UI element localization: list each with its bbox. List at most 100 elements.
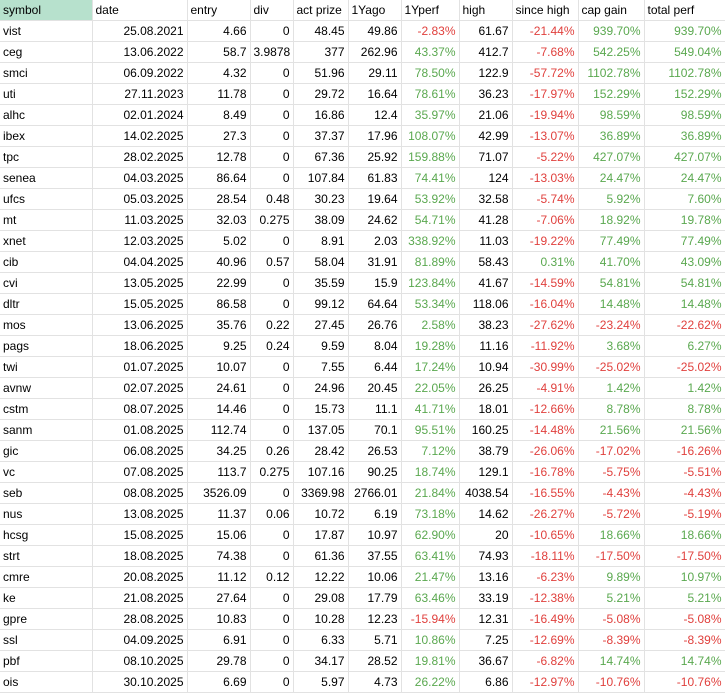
cell-1yperf[interactable]: 17.24% xyxy=(401,356,460,378)
cell-cap-gain[interactable]: 9.89% xyxy=(578,566,645,588)
cell-entry[interactable]: 8.49 xyxy=(187,104,251,126)
cell-1yago[interactable]: 31.91 xyxy=(348,251,402,273)
cell-high[interactable]: 36.23 xyxy=(459,83,513,105)
cell-1yago[interactable]: 10.97 xyxy=(348,524,402,546)
column-header-act-prize[interactable]: act prize xyxy=(293,0,349,21)
cell-total-perf[interactable]: -25.02% xyxy=(644,356,725,378)
cell-1yperf[interactable]: 78.61% xyxy=(401,83,460,105)
cell-1yago[interactable]: 10.06 xyxy=(348,566,402,588)
cell-div[interactable]: 0 xyxy=(250,398,294,420)
cell-1yperf[interactable]: -15.94% xyxy=(401,608,460,630)
cell-1yago[interactable]: 37.55 xyxy=(348,545,402,567)
cell-entry[interactable]: 11.12 xyxy=(187,566,251,588)
cell-symbol[interactable]: gpre xyxy=(0,608,93,630)
cell-date[interactable]: 06.08.2025 xyxy=(92,440,188,462)
column-header-total-perf[interactable]: total perf xyxy=(644,0,725,21)
cell-date[interactable]: 13.06.2022 xyxy=(92,41,188,63)
cell-cap-gain[interactable]: 5.21% xyxy=(578,587,645,609)
cell-since-high[interactable]: -12.66% xyxy=(512,398,579,420)
cell-entry[interactable]: 10.07 xyxy=(187,356,251,378)
cell-div[interactable]: 0 xyxy=(250,83,294,105)
cell-cap-gain[interactable]: 542.25% xyxy=(578,41,645,63)
cell-entry[interactable]: 86.58 xyxy=(187,293,251,315)
cell-1yago[interactable]: 8.04 xyxy=(348,335,402,357)
cell-symbol[interactable]: pags xyxy=(0,335,93,357)
cell-symbol[interactable]: strt xyxy=(0,545,93,567)
column-header-high[interactable]: high xyxy=(459,0,513,21)
cell-symbol[interactable]: dltr xyxy=(0,293,93,315)
cell-symbol[interactable]: twi xyxy=(0,356,93,378)
cell-1yperf[interactable]: 62.90% xyxy=(401,524,460,546)
cell-act-prize[interactable]: 61.36 xyxy=(293,545,349,567)
cell-1yperf[interactable]: -2.83% xyxy=(401,20,460,42)
cell-since-high[interactable]: -21.44% xyxy=(512,20,579,42)
cell-high[interactable]: 38.79 xyxy=(459,440,513,462)
cell-1yago[interactable]: 20.45 xyxy=(348,377,402,399)
cell-div[interactable]: 0 xyxy=(250,293,294,315)
cell-symbol[interactable]: nus xyxy=(0,503,93,525)
cell-total-perf[interactable]: 7.60% xyxy=(644,188,725,210)
cell-symbol[interactable]: cib xyxy=(0,251,93,273)
cell-symbol[interactable]: smci xyxy=(0,62,93,84)
cell-div[interactable]: 0.22 xyxy=(250,314,294,336)
cell-date[interactable]: 02.07.2025 xyxy=(92,377,188,399)
column-header-div[interactable]: div xyxy=(250,0,294,21)
cell-div[interactable]: 0 xyxy=(250,482,294,504)
cell-div[interactable]: 0.24 xyxy=(250,335,294,357)
cell-act-prize[interactable]: 7.55 xyxy=(293,356,349,378)
cell-act-prize[interactable]: 29.08 xyxy=(293,587,349,609)
cell-div[interactable]: 0.48 xyxy=(250,188,294,210)
cell-1yperf[interactable]: 108.07% xyxy=(401,125,460,147)
cell-cap-gain[interactable]: 3.68% xyxy=(578,335,645,357)
cell-1yago[interactable]: 2.03 xyxy=(348,230,402,252)
cell-1yperf[interactable]: 74.41% xyxy=(401,167,460,189)
cell-cap-gain[interactable]: 18.66% xyxy=(578,524,645,546)
cell-cap-gain[interactable]: -8.39% xyxy=(578,629,645,651)
cell-div[interactable]: 0 xyxy=(250,104,294,126)
cell-high[interactable]: 124 xyxy=(459,167,513,189)
cell-entry[interactable]: 28.54 xyxy=(187,188,251,210)
cell-div[interactable]: 0 xyxy=(250,146,294,168)
cell-since-high[interactable]: -7.68% xyxy=(512,41,579,63)
cell-high[interactable]: 38.23 xyxy=(459,314,513,336)
cell-1yperf[interactable]: 18.74% xyxy=(401,461,460,483)
cell-1yago[interactable]: 12.23 xyxy=(348,608,402,630)
cell-high[interactable]: 6.86 xyxy=(459,671,513,693)
cell-symbol[interactable]: gic xyxy=(0,440,93,462)
cell-date[interactable]: 13.08.2025 xyxy=(92,503,188,525)
cell-high[interactable]: 7.25 xyxy=(459,629,513,651)
cell-date[interactable]: 08.08.2025 xyxy=(92,482,188,504)
cell-date[interactable]: 13.05.2025 xyxy=(92,272,188,294)
cell-cap-gain[interactable]: -10.76% xyxy=(578,671,645,693)
cell-total-perf[interactable]: -17.50% xyxy=(644,545,725,567)
cell-cap-gain[interactable]: 427.07% xyxy=(578,146,645,168)
column-header-symbol[interactable]: symbol xyxy=(0,0,93,21)
cell-1yperf[interactable]: 22.05% xyxy=(401,377,460,399)
cell-since-high[interactable]: -12.69% xyxy=(512,629,579,651)
cell-date[interactable]: 04.09.2025 xyxy=(92,629,188,651)
cell-date[interactable]: 12.03.2025 xyxy=(92,230,188,252)
cell-1yago[interactable]: 15.9 xyxy=(348,272,402,294)
cell-total-perf[interactable]: 14.74% xyxy=(644,650,725,672)
cell-1yago[interactable]: 70.1 xyxy=(348,419,402,441)
cell-total-perf[interactable]: -5.08% xyxy=(644,608,725,630)
cell-1yperf[interactable]: 41.71% xyxy=(401,398,460,420)
cell-symbol[interactable]: cstm xyxy=(0,398,93,420)
cell-total-perf[interactable]: 5.21% xyxy=(644,587,725,609)
cell-total-perf[interactable]: 939.70% xyxy=(644,20,725,42)
cell-cap-gain[interactable]: 939.70% xyxy=(578,20,645,42)
cell-since-high[interactable]: 0.31% xyxy=(512,251,579,273)
cell-entry[interactable]: 40.96 xyxy=(187,251,251,273)
cell-entry[interactable]: 5.02 xyxy=(187,230,251,252)
cell-symbol[interactable]: uti xyxy=(0,83,93,105)
cell-div[interactable]: 0.275 xyxy=(250,461,294,483)
cell-entry[interactable]: 29.78 xyxy=(187,650,251,672)
cell-act-prize[interactable]: 34.17 xyxy=(293,650,349,672)
cell-div[interactable]: 0 xyxy=(250,230,294,252)
cell-date[interactable]: 18.06.2025 xyxy=(92,335,188,357)
cell-date[interactable]: 18.08.2025 xyxy=(92,545,188,567)
cell-div[interactable]: 0 xyxy=(250,62,294,84)
cell-div[interactable]: 0 xyxy=(250,377,294,399)
cell-div[interactable]: 0 xyxy=(250,20,294,42)
cell-act-prize[interactable]: 38.09 xyxy=(293,209,349,231)
